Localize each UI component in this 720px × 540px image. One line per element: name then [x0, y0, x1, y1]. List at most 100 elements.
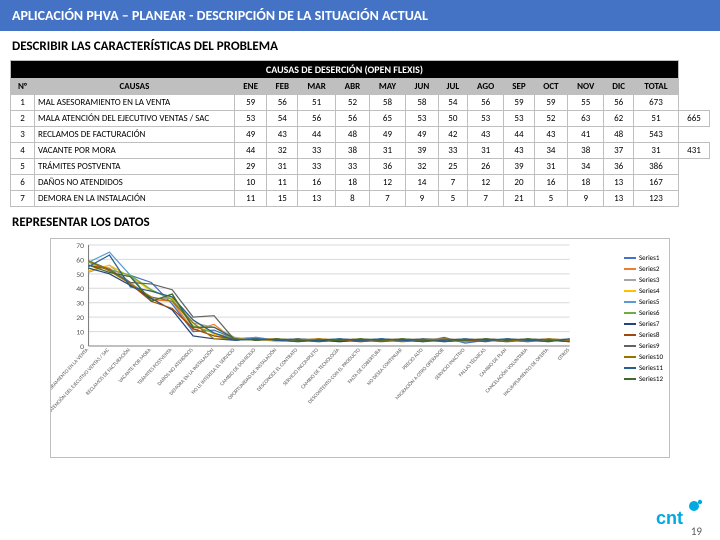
table-cell: 12 [369, 175, 405, 191]
svg-text:40: 40 [76, 285, 84, 294]
table-cell: 44 [504, 127, 535, 143]
svg-text:CAMBIO DE TECNOLOGÍA: CAMBIO DE TECNOLOGÍA [299, 346, 342, 390]
legend-swatch [624, 345, 636, 347]
table-row: 2MALA ATENCIÓN DEL EJECUTIVO VENTAS / SA… [11, 111, 710, 127]
table-cell: 53 [406, 111, 439, 127]
legend-label: Series9 [639, 341, 660, 351]
chart-legend: Series1Series2Series3Series4Series5Serie… [624, 253, 663, 385]
svg-text:OTROS: OTROS [557, 347, 572, 362]
table-cell: 16 [298, 175, 336, 191]
table-cell: VACANTE POR MORA [34, 143, 234, 159]
legend-swatch [624, 301, 636, 303]
legend-item: Series12 [624, 374, 663, 384]
table-cell: 26 [468, 159, 504, 175]
legend-label: Series12 [639, 374, 663, 384]
legend-item: Series5 [624, 297, 663, 307]
legend-item: Series4 [624, 286, 663, 296]
table-cell: 56 [267, 95, 298, 111]
table-cell: 18 [568, 175, 604, 191]
table-cell: 48 [604, 127, 634, 143]
table-col-header: JUN [406, 79, 439, 95]
table-cell: 33 [298, 143, 336, 159]
table-cell: 31 [468, 143, 504, 159]
table-cell: 39 [504, 159, 535, 175]
table-cell: 29 [234, 159, 266, 175]
legend-item: Series10 [624, 352, 663, 362]
table-col-header: CAUSAS [34, 79, 234, 95]
table-cell: 673 [633, 95, 678, 111]
table-cell: 431 [678, 143, 709, 159]
table-cell: MAL ASESORAMIENTO EN LA VENTA [34, 95, 234, 111]
table-cell: 44 [298, 127, 336, 143]
svg-text:DAÑOS NO ATENDIDOS: DAÑOS NO ATENDIDOS [156, 347, 195, 387]
table-cell: 7 [468, 191, 504, 207]
table-cell: 25 [438, 159, 467, 175]
table-cell: 32 [406, 159, 439, 175]
table-cell: 54 [438, 95, 467, 111]
table-col-header: NOV [568, 79, 604, 95]
table-cell: 34 [534, 143, 567, 159]
table-cell: 56 [604, 95, 634, 111]
table-cell: 5 [534, 191, 567, 207]
svg-text:DESCONOCE EL CONTRATO: DESCONOCE EL CONTRATO [256, 347, 300, 392]
table-cell: 5 [11, 159, 35, 175]
table-cell: 167 [633, 175, 678, 191]
table-cell: 53 [468, 111, 504, 127]
table-cell: 9 [406, 191, 439, 207]
table-cell: 7 [11, 191, 35, 207]
table-cell: 13 [298, 191, 336, 207]
table-cell: 13 [604, 191, 634, 207]
table-cell: 43 [534, 127, 567, 143]
table-cell: 43 [468, 127, 504, 143]
table-cell: 3 [11, 127, 35, 143]
table-cell: 59 [504, 95, 535, 111]
table-cell: 13 [604, 175, 634, 191]
table-row: 5TRÁMITES POSTVENTA293133333632252639313… [11, 159, 710, 175]
table-cell: 11 [267, 175, 298, 191]
page-number: 19 [691, 525, 702, 538]
table-col-header: N° [11, 79, 35, 95]
table-cell: DEMORA EN LA INSTALACIÓN [34, 191, 234, 207]
table-cell: 7 [438, 175, 467, 191]
table-cell: 665 [678, 111, 709, 127]
table-cell: 31 [633, 143, 678, 159]
legend-item: Series1 [624, 253, 663, 263]
table-col-header: TOTAL [633, 79, 678, 95]
table-cell: 18 [336, 175, 370, 191]
table-cell: 42 [438, 127, 467, 143]
legend-label: Series10 [639, 352, 663, 362]
legend-item: Series3 [624, 275, 663, 285]
legend-label: Series3 [639, 275, 660, 285]
table-cell: 6 [11, 175, 35, 191]
table-cell: 37 [604, 143, 634, 159]
legend-label: Series1 [639, 253, 660, 263]
table-col-header: OCT [534, 79, 567, 95]
table-cell: 58 [369, 95, 405, 111]
legend-label: Series2 [639, 264, 660, 274]
legend-label: Series6 [639, 308, 660, 318]
table-cell: 53 [234, 111, 266, 127]
svg-text:SERVICIO INCOMPLETO: SERVICIO INCOMPLETO [282, 347, 321, 387]
table-cell: 16 [534, 175, 567, 191]
table-col-header: MAR [298, 79, 336, 95]
svg-text:20: 20 [76, 313, 84, 322]
causes-table: CAUSAS DE DESERCIÓN (OPEN FLEXIS) N°CAUS… [10, 60, 710, 207]
legend-label: Series4 [639, 286, 660, 296]
table-title: CAUSAS DE DESERCIÓN (OPEN FLEXIS) [11, 61, 679, 79]
line-chart: 010203040506070MAL ASESORAMIENTO EN LA V… [50, 238, 670, 458]
table-cell: 62 [604, 111, 634, 127]
table-cell: 12 [468, 175, 504, 191]
table-cell: 51 [633, 111, 678, 127]
table-cell: 56 [336, 111, 370, 127]
table-row: 4VACANTE POR MORA44323338313933314334383… [11, 143, 710, 159]
table-cell: 543 [633, 127, 678, 143]
table-col-header: ABR [336, 79, 370, 95]
table-cell: 33 [298, 159, 336, 175]
table-cell: 54 [267, 111, 298, 127]
table-cell: 41 [568, 127, 604, 143]
table-header-row: N°CAUSASENEFEBMARABRMAYJUNJULAGOSEPOCTNO… [11, 79, 710, 95]
legend-item: Series2 [624, 264, 663, 274]
table-cell: 31 [534, 159, 567, 175]
table-cell: 52 [336, 95, 370, 111]
legend-item: Series8 [624, 330, 663, 340]
